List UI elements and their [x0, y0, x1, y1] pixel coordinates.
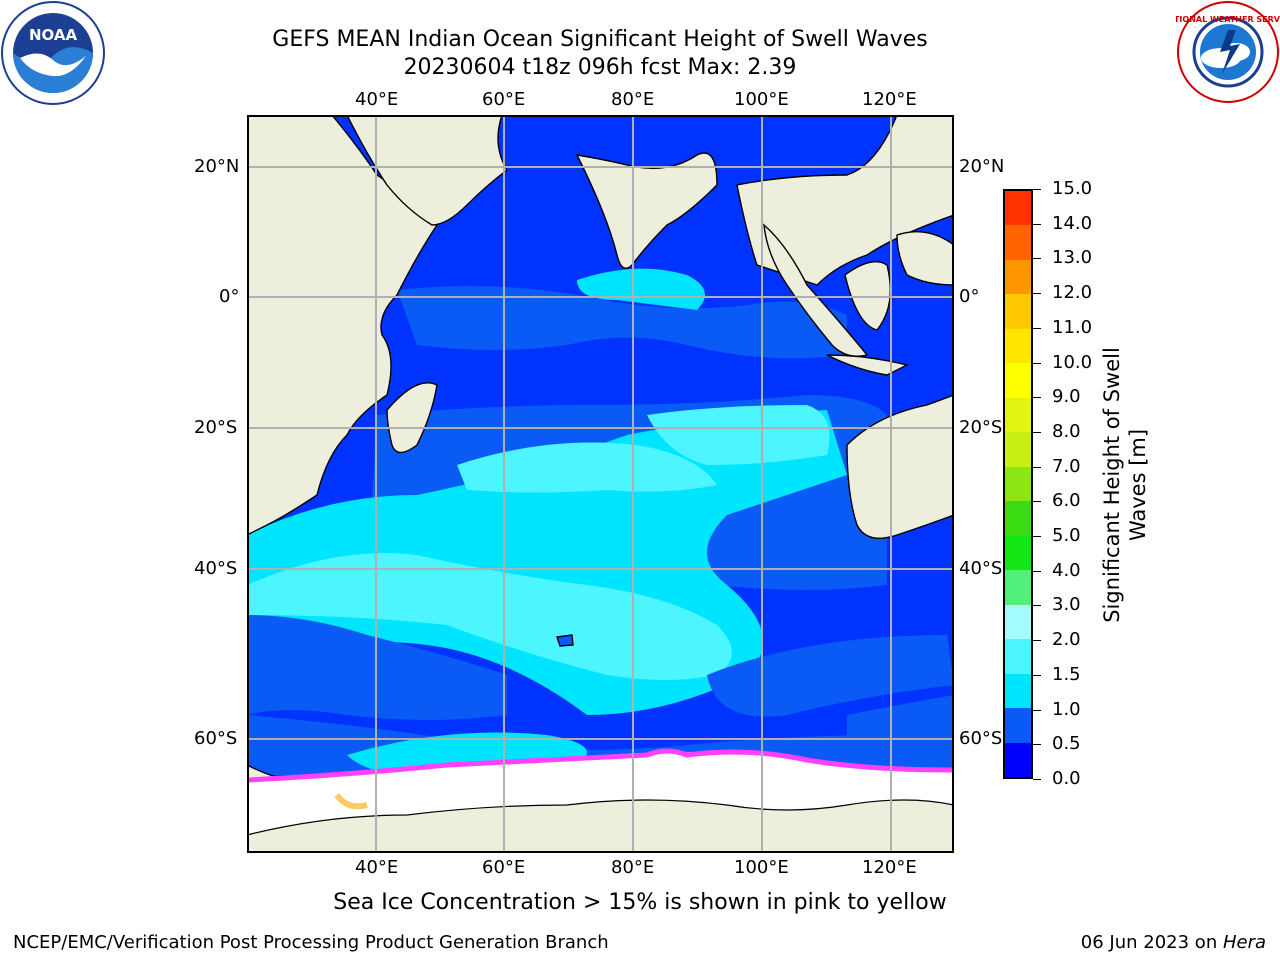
colorbar-segment — [1005, 638, 1031, 674]
national-weather-service-logo: NATIONAL WEATHER SERVICE — [1162, 0, 1280, 104]
footer-date-text: 06 Jun 2023 on — [1080, 932, 1223, 953]
colorbar-tick — [1033, 501, 1041, 502]
lon-label-top-100e: 100°E — [734, 89, 789, 110]
lat-label-left-40s: 40°S — [194, 558, 238, 579]
lat-label-right-20s: 20°S — [959, 417, 1003, 438]
colorbar-tick-label: 0.0 — [1052, 768, 1081, 789]
colorbar-tick-label: 8.0 — [1052, 421, 1081, 442]
footer-credit: NCEP/EMC/Verification Post Processing Pr… — [13, 932, 609, 953]
colorbar-tick-label: 15.0 — [1052, 178, 1093, 199]
colorbar-tick-label: 2.0 — [1052, 629, 1081, 650]
colorbar-tick-label: 1.5 — [1052, 664, 1081, 685]
colorbar-title-line1: Significant Height of Swell — [1100, 347, 1124, 623]
colorbar-tick — [1033, 536, 1041, 537]
colorbar-tick-label: 13.0 — [1052, 247, 1093, 268]
colorbar-segment — [1005, 500, 1031, 536]
noaa-logo-text: NOAA — [29, 26, 78, 44]
chart-subtitle: 20230604 t18z 096h fcst Max: 2.39 — [403, 55, 797, 80]
colorbar-tick — [1033, 189, 1041, 190]
colorbar-segment — [1005, 535, 1031, 571]
colorbar-segment — [1005, 466, 1031, 502]
colorbar-tick-label: 11.0 — [1052, 317, 1093, 338]
colorbar-title-line2: Waves [m] — [1126, 428, 1150, 542]
colorbar-tick — [1033, 432, 1041, 433]
colorbar-tick — [1033, 258, 1041, 259]
lat-label-right-60s: 60°S — [959, 728, 1003, 749]
colorbar-tick-label: 9.0 — [1052, 386, 1081, 407]
lat-label-left-20s: 20°S — [194, 417, 238, 438]
colorbar-tick — [1033, 293, 1041, 294]
colorbar-segment — [1005, 707, 1031, 743]
colorbar-tick — [1033, 675, 1041, 676]
colorbar-tick-label: 3.0 — [1052, 594, 1081, 615]
colorbar-segment — [1005, 604, 1031, 640]
map-border — [247, 115, 954, 853]
lon-label-top-40e: 40°E — [355, 89, 399, 110]
colorbar-tick — [1033, 744, 1041, 745]
lon-label-bottom-100e: 100°E — [734, 857, 789, 878]
colorbar-segment — [1005, 397, 1031, 433]
colorbar-tick-label: 6.0 — [1052, 490, 1081, 511]
colorbar-tick-label: 14.0 — [1052, 213, 1093, 234]
lat-label-right-20n: 20°N — [959, 156, 1005, 177]
colorbar-segment — [1005, 569, 1031, 605]
colorbar-segment — [1005, 190, 1031, 226]
colorbar-tick-label: 10.0 — [1052, 352, 1093, 373]
chart-title: GEFS MEAN Indian Ocean Significant Heigh… — [272, 27, 928, 52]
colorbar-tick-label: 7.0 — [1052, 456, 1081, 477]
sea-ice-note: Sea Ice Concentration > 15% is shown in … — [333, 890, 947, 915]
lat-label-left-20n: 20°N — [194, 156, 240, 177]
lon-label-top-120e: 120°E — [862, 89, 917, 110]
colorbar-segment — [1005, 362, 1031, 398]
graticule — [247, 115, 954, 853]
colorbar-tick — [1033, 467, 1041, 468]
colorbar-tick — [1033, 224, 1041, 225]
swell-height-map[interactable] — [247, 115, 954, 853]
colorbar-tick-label: 12.0 — [1052, 282, 1093, 303]
colorbar-tick — [1033, 779, 1041, 780]
colorbar-segment — [1005, 328, 1031, 364]
colorbar-segment — [1005, 224, 1031, 260]
colorbar-segment — [1005, 742, 1031, 777]
lon-label-top-80e: 80°E — [611, 89, 655, 110]
lat-label-left-0: 0° — [219, 286, 240, 307]
lon-label-bottom-120e: 120°E — [862, 857, 917, 878]
lat-label-left-60s: 60°S — [194, 728, 238, 749]
colorbar-tick — [1033, 710, 1041, 711]
noaa-logo: NOAA — [0, 0, 106, 106]
colorbar-tick — [1033, 605, 1041, 606]
colorbar-segment — [1005, 259, 1031, 295]
colorbar — [1003, 189, 1033, 779]
colorbar-segment — [1005, 673, 1031, 709]
colorbar-segment — [1005, 293, 1031, 329]
colorbar-tick — [1033, 571, 1041, 572]
lon-label-bottom-40e: 40°E — [355, 857, 399, 878]
lon-label-bottom-80e: 80°E — [611, 857, 655, 878]
colorbar-tick-label: 1.0 — [1052, 699, 1081, 720]
swell-field — [247, 268, 954, 775]
footer-host: Hera — [1222, 932, 1266, 953]
colorbar-tick-label: 0.5 — [1052, 733, 1081, 754]
colorbar-tick-label: 4.0 — [1052, 560, 1081, 581]
nws-logo-text: NATIONAL WEATHER SERVICE — [1176, 15, 1280, 24]
colorbar-tick — [1033, 363, 1041, 364]
lon-label-bottom-60e: 60°E — [482, 857, 526, 878]
footer-date: 06 Jun 2023 on Hera — [1081, 932, 1266, 953]
colorbar-tick-label: 5.0 — [1052, 525, 1081, 546]
colorbar-tick — [1033, 397, 1041, 398]
lat-label-right-0: 0° — [959, 286, 980, 307]
colorbar-segment — [1005, 431, 1031, 467]
colorbar-tick — [1033, 328, 1041, 329]
colorbar-tick — [1033, 640, 1041, 641]
lat-label-right-40s: 40°S — [959, 558, 1003, 579]
lon-label-top-60e: 60°E — [482, 89, 526, 110]
